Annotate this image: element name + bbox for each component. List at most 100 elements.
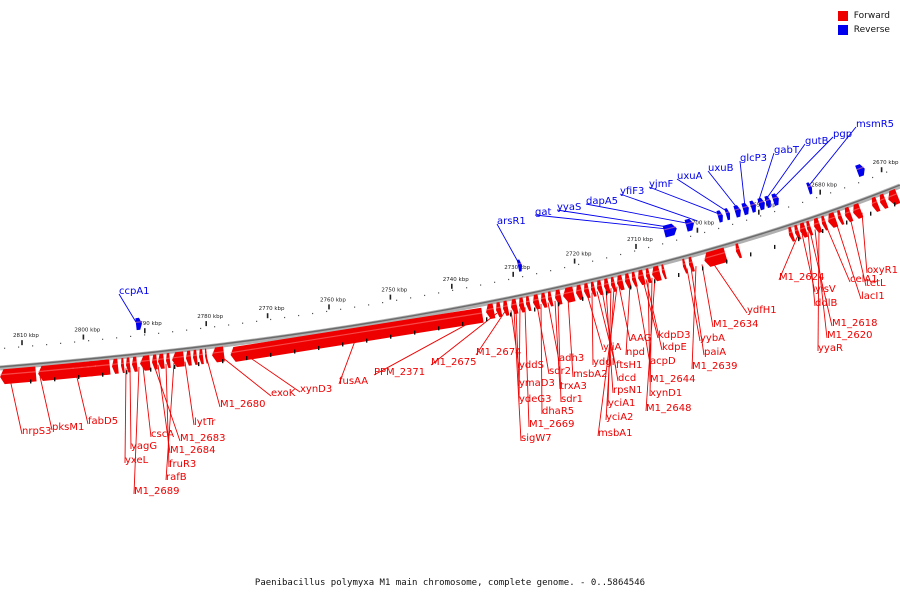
forward-gene <box>688 256 695 272</box>
gene-label: npd <box>626 347 645 358</box>
leader-line <box>536 304 550 375</box>
forward-gene-shine <box>799 226 806 230</box>
reverse-gene-body <box>806 182 813 195</box>
gene-label: M1_2680 <box>220 399 265 410</box>
forward-gene <box>735 243 743 259</box>
gene-label: ydfH1 <box>747 305 777 316</box>
tick-label: 2680 kbp <box>811 183 837 189</box>
reverse-strand-ruler <box>4 167 888 349</box>
tick-label: 2800 kbp <box>74 328 100 334</box>
leader-line <box>184 361 195 426</box>
gene-label: M1_2689 <box>134 486 179 497</box>
gene-label: M1_2675 <box>431 357 476 368</box>
major-tick <box>205 321 207 327</box>
forward-gene-body <box>555 289 563 305</box>
leader-line <box>142 366 152 438</box>
reverse-gene-body <box>749 200 756 213</box>
gene-label: fabD5 <box>88 416 118 427</box>
forward-ruler-tick <box>342 342 344 347</box>
forward-gene-shine <box>631 276 636 279</box>
ruler-dot <box>396 299 398 301</box>
forward-gene-body <box>95 359 110 376</box>
ruler-dot <box>704 231 706 234</box>
gene-label: gat <box>535 207 551 218</box>
forward-gene-shine <box>610 281 615 284</box>
forward-ruler-tick <box>390 334 392 339</box>
reverse-gene-shine <box>663 226 677 231</box>
leader-line <box>809 231 833 327</box>
gene-label: ccpA1 <box>119 286 150 297</box>
reverse-gene-body <box>764 195 771 209</box>
forward-gene-body <box>112 358 119 374</box>
forward-gene-body <box>661 264 667 280</box>
gene-label: ymaD3 <box>519 378 555 389</box>
legend-forward-label: Forward <box>853 10 890 21</box>
forward-gene-shine <box>637 274 644 277</box>
forward-gene-body <box>788 226 796 242</box>
forward-gene-shine <box>510 303 517 306</box>
gene-label: PPM_2371 <box>374 367 425 378</box>
forward-gene-shine <box>111 363 118 366</box>
gene-label: gutB <box>805 136 829 147</box>
forward-gene-body <box>871 196 881 212</box>
ruler-dot <box>46 344 48 346</box>
leader-line <box>778 234 799 281</box>
forward-gene-body <box>794 224 802 240</box>
forward-gene-shine <box>703 251 726 260</box>
forward-gene-body <box>584 282 591 299</box>
forward-gene <box>813 217 823 234</box>
forward-gene-shine <box>72 367 79 369</box>
forward-gene <box>532 294 541 310</box>
forward-ruler-tick <box>726 259 728 264</box>
gene-label: rpsN1 <box>613 385 643 396</box>
major-tick <box>389 294 392 300</box>
forward-gene <box>540 292 548 308</box>
forward-ruler-tick <box>198 362 200 367</box>
leader-line <box>133 366 140 495</box>
forward-ruler-tick <box>894 202 896 207</box>
forward-gene-shine <box>821 219 826 223</box>
forward-swatch <box>837 10 848 21</box>
forward-gene <box>525 296 532 312</box>
ruler-dot <box>774 210 776 213</box>
forward-ruler-tick <box>150 367 152 372</box>
ruler-dot <box>144 334 146 336</box>
ruler-dot <box>494 281 496 283</box>
forward-gene <box>651 265 662 282</box>
forward-ruler-tick <box>534 307 536 312</box>
ruler-dot <box>788 206 790 208</box>
ruler-dot <box>354 306 356 308</box>
ruler-dot <box>312 312 314 315</box>
reverse-gene-shine <box>725 211 730 214</box>
major-tick <box>328 304 330 310</box>
forward-gene-body <box>82 361 87 377</box>
gene-label: kdpD3 <box>658 330 691 341</box>
forward-gene <box>157 353 165 369</box>
ruler-dot <box>690 235 692 237</box>
ruler-dot <box>326 310 328 313</box>
forward-gene <box>502 300 510 316</box>
forward-gene <box>562 286 576 303</box>
gene-label: yciA2 <box>606 412 633 423</box>
reverse-gene-shine <box>685 221 694 225</box>
forward-ruler-tick <box>318 346 320 351</box>
forward-gene <box>852 203 864 219</box>
forward-gene <box>165 352 171 369</box>
gene-label: celA1 <box>850 274 878 285</box>
forward-gene-body <box>652 265 662 282</box>
forward-strand-genes <box>0 188 900 385</box>
ruler-dot <box>536 273 538 275</box>
forward-gene <box>645 268 652 284</box>
forward-gene <box>631 271 638 287</box>
gene-label: pgp <box>833 129 852 140</box>
forward-gene <box>230 307 484 362</box>
major-tick <box>21 340 23 346</box>
gene-label: M1_2683 <box>180 433 225 444</box>
reverse-gene <box>771 193 779 206</box>
tick-label: 2740 kbp <box>443 277 469 283</box>
gene-label: trxA3 <box>560 381 587 392</box>
gene-label: glcP3 <box>740 153 767 164</box>
forward-gene <box>837 209 845 225</box>
ruler-dot <box>158 332 160 334</box>
gene-label: M1_2618 <box>832 318 877 329</box>
